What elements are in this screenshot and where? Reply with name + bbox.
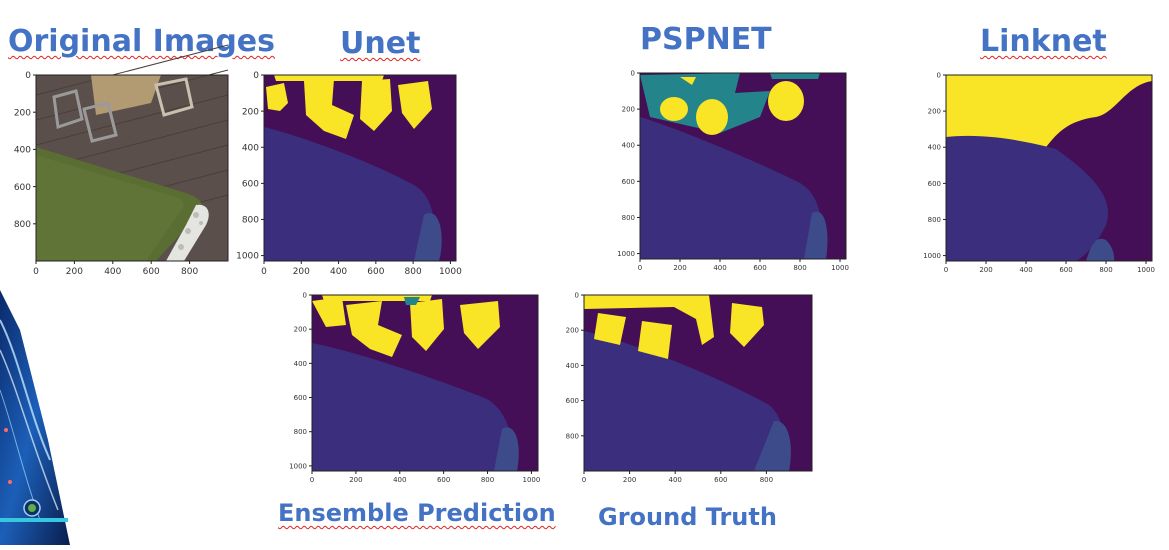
x-tick-label: 600 (1059, 266, 1072, 274)
title-ground-truth: Ground Truth (598, 503, 777, 531)
x-tick-label: 1000 (439, 267, 462, 277)
panel-pspnet: 0 200 400 600 800 1000 0 200 400 600 800 1000 (610, 68, 850, 274)
y-tick-label: 0 (303, 291, 307, 299)
x-tick-label: 400 (393, 476, 406, 484)
title-linknet-text: Linknet (980, 24, 1107, 59)
y-tick-label: 600 (928, 180, 941, 188)
x-tick-label: 200 (979, 266, 992, 274)
title-unet-text: Unet (340, 26, 421, 61)
x-tick-label: 600 (714, 476, 727, 484)
y-tick-label: 800 (566, 432, 579, 440)
y-tick-label: 200 (294, 326, 307, 334)
x-tick-label: 400 (669, 476, 682, 484)
x-tick-label: 200 (349, 476, 362, 484)
y-tick-label: 400 (928, 144, 941, 152)
x-tick-label: 600 (367, 267, 384, 277)
y-tick-label: 0 (937, 71, 941, 79)
title-ensemble-word: Ensemble Prediction (278, 499, 556, 527)
y-tick-label: 600 (14, 183, 31, 193)
x-tick-label: 0 (582, 476, 586, 484)
y-tick-label: 400 (566, 362, 579, 370)
y-tick-label: 0 (253, 71, 259, 81)
y-tick-label: 400 (14, 146, 31, 156)
y-tick-label: 600 (242, 179, 259, 189)
x-tick-label: 200 (293, 267, 310, 277)
x-tick-label: 200 (623, 476, 636, 484)
x-tick-label: 0 (944, 266, 948, 274)
x-tick-label: 200 (66, 267, 83, 277)
y-tick-label: 400 (622, 142, 635, 150)
panel-ground-truth: 0 200 400 600 800 0 200 400 600 800 (552, 291, 817, 487)
y-tick-label: 200 (622, 106, 635, 114)
x-tick-label: 800 (405, 267, 422, 277)
y-tick-label: 200 (14, 108, 31, 118)
panel-ensemble: 0 200 400 600 800 1000 0 200 400 600 800 1000 (282, 291, 544, 487)
x-tick-label: 1000 (523, 476, 541, 484)
y-tick-label: 0 (575, 291, 579, 299)
y-tick-label: 400 (294, 360, 307, 368)
x-tick-label: 1000 (831, 264, 849, 272)
y-tick-label: 800 (14, 220, 31, 230)
x-tick-label: 600 (437, 476, 450, 484)
x-tick-label: 800 (481, 476, 494, 484)
x-tick-label: 400 (713, 264, 726, 272)
x-tick-label: 400 (330, 267, 347, 277)
y-tick-label: 200 (242, 107, 259, 117)
y-tick-label: 200 (928, 108, 941, 116)
y-tick-label: 1000 (236, 252, 259, 262)
x-tick-label: 800 (760, 476, 773, 484)
x-tick-label: 800 (793, 264, 806, 272)
y-tick-label: 1000 (923, 252, 941, 260)
y-tick-label: 800 (928, 216, 941, 224)
y-tick-label: 600 (294, 394, 307, 402)
x-tick-label: 0 (638, 264, 642, 272)
x-tick-label: 800 (1099, 266, 1112, 274)
y-tick-label: 1000 (617, 250, 635, 258)
slide-decoration (0, 290, 72, 550)
x-tick-label: 600 (143, 267, 160, 277)
y-tick-label: 800 (242, 216, 259, 226)
x-tick-label: 400 (104, 267, 121, 277)
x-tick-label: 200 (673, 264, 686, 272)
x-tick-label: 0 (261, 267, 267, 277)
y-tick-label: 800 (622, 214, 635, 222)
x-tick-label: 0 (310, 476, 314, 484)
panel-original: 0 200 400 600 800 0 200 400 600 800 (8, 44, 238, 277)
y-tick-label: 400 (242, 143, 259, 153)
y-tick-label: 1000 (289, 462, 307, 470)
x-tick-label: 800 (181, 267, 198, 277)
y-tick-label: 0 (25, 71, 31, 81)
title-original-images-text: Original Images (8, 24, 276, 59)
x-tick-label: 400 (1019, 266, 1032, 274)
y-tick-label: 600 (622, 178, 635, 186)
y-tick-label: 600 (566, 397, 579, 405)
panel-unet: 0 200 400 600 800 1000 0 200 400 600 800 1000 (232, 70, 462, 277)
x-tick-label: 600 (753, 264, 766, 272)
title-unet: Unet (340, 26, 420, 61)
x-tick-label: 1000 (1137, 266, 1155, 274)
title-original-images: Original Images (8, 24, 275, 59)
y-tick-label: 0 (631, 69, 635, 77)
y-tick-label: 800 (294, 428, 307, 436)
title-pspnet: PSPNET (640, 22, 772, 57)
panel-linknet: 0 200 400 600 800 1000 0 200 400 600 800 1000 (916, 70, 1156, 276)
x-tick-label: 0 (33, 267, 39, 277)
y-tick-label: 200 (566, 327, 579, 335)
title-linknet: Linknet (980, 24, 1107, 59)
title-ensemble-prediction: Ensemble Prediction (278, 499, 556, 527)
